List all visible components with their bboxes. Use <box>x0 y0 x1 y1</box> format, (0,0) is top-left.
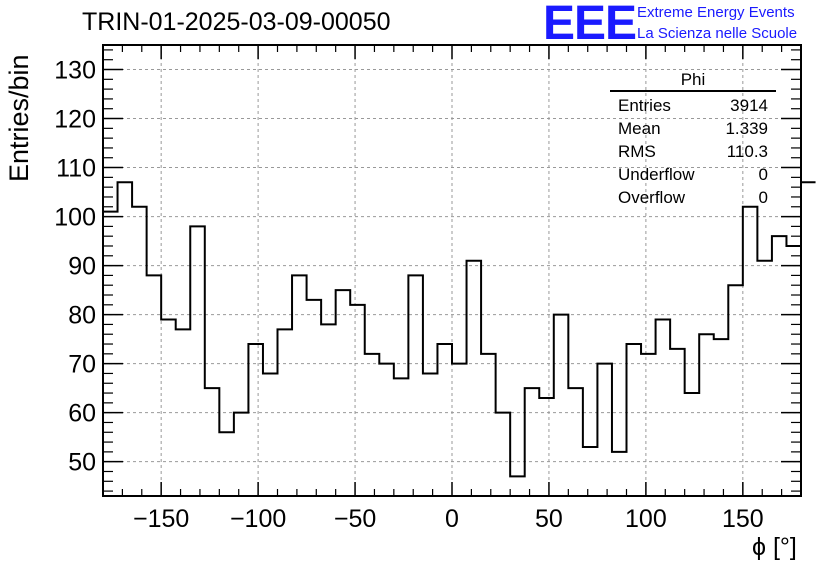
y-tick-label: 110 <box>56 155 96 183</box>
histogram-bin <box>452 364 467 496</box>
histogram-bin <box>510 476 525 496</box>
histogram-bin <box>801 182 816 496</box>
x-tick-label: 50 <box>535 505 563 533</box>
histogram-bin <box>597 364 612 496</box>
histogram-bin <box>408 275 423 496</box>
stats-label: Mean <box>618 119 661 138</box>
histogram-outline <box>103 181 816 478</box>
histogram-bin <box>292 275 307 496</box>
histogram-bin <box>467 261 482 496</box>
histogram-bin <box>423 373 438 496</box>
histogram-bin <box>307 300 322 496</box>
histogram-bin <box>757 261 772 496</box>
x-tick-label: −150 <box>133 505 189 533</box>
x-tick-label: 0 <box>445 505 459 533</box>
x-tick-label: 150 <box>722 505 764 533</box>
x-tick-label: 100 <box>625 505 667 533</box>
histogram-bin <box>147 275 162 496</box>
x-tick-label: −100 <box>230 505 286 533</box>
stats-value: 0 <box>758 188 768 207</box>
x-axis-label: ϕ [°] <box>752 533 797 561</box>
eee-logo: EEE <box>543 0 637 50</box>
histogram-bin <box>161 320 176 496</box>
stats-row: Mean 1.339 <box>610 117 776 140</box>
stats-row: Entries 3914 <box>610 94 776 117</box>
histogram-bin <box>336 290 351 496</box>
logo-line-2: La Scienza nelle Scuole <box>637 25 798 42</box>
x-tick-label: −50 <box>334 505 376 533</box>
histogram-bin <box>496 413 511 496</box>
histogram-bin <box>394 378 409 496</box>
histogram-bin <box>481 354 496 496</box>
histogram-bin <box>772 236 787 496</box>
stats-value: 3914 <box>730 96 768 115</box>
histogram-bin <box>612 452 627 496</box>
y-tick-label: 90 <box>68 253 96 281</box>
histogram-bin <box>190 226 205 496</box>
stats-row: Overflow 0 <box>610 186 776 209</box>
chart-title: TRIN-01-2025-03-09-00050 <box>82 8 391 36</box>
histogram-bin <box>278 329 293 496</box>
logo-line-1: Extreme Energy Events <box>637 4 795 21</box>
stats-value: 0 <box>758 165 768 184</box>
stats-label: Entries <box>618 96 671 115</box>
y-tick-label: 60 <box>68 400 96 428</box>
histogram-bin <box>670 349 685 496</box>
stats-value: 110.3 <box>726 142 768 161</box>
histogram-bin <box>379 364 394 496</box>
y-tick-label: 50 <box>68 449 96 477</box>
histogram-bin <box>525 388 540 496</box>
stats-rows: Entries 3914 Mean 1.339 RMS 110.3 Underflow 0 Ov… <box>610 94 776 209</box>
y-tick-label: 120 <box>54 106 96 134</box>
stats-row: Underflow 0 <box>610 163 776 186</box>
histogram-bin <box>234 413 249 496</box>
histogram-bin <box>248 344 263 496</box>
histogram-bin <box>641 354 656 496</box>
stats-box: Phi Entries 3914 Mean 1.339 RMS 110.3 Underflo… <box>610 70 776 209</box>
histogram-bins <box>103 182 816 496</box>
stats-divider <box>610 90 776 92</box>
histogram-bin <box>539 398 554 496</box>
histogram-bin <box>263 373 278 496</box>
histogram-bin <box>365 354 380 496</box>
histogram-bin <box>118 182 133 496</box>
histogram-bin <box>743 207 758 496</box>
histogram-bin <box>583 447 598 496</box>
histogram-bin <box>132 207 147 496</box>
histogram-bin <box>350 305 365 496</box>
histogram-bin <box>699 334 714 496</box>
y-tick-label: 130 <box>54 57 96 85</box>
histogram-bin <box>219 432 234 496</box>
stats-label: RMS <box>618 142 656 161</box>
axis-ticks <box>102 45 802 496</box>
axis-tick-labels: −150 −100 −50 0 50 100 150 50 60 70 80 90 100 110 120 1… <box>54 57 763 533</box>
stats-title: Phi <box>680 70 706 89</box>
histogram-bin <box>321 324 336 496</box>
histogram-bin <box>568 388 583 496</box>
histogram-bin <box>714 339 729 496</box>
histogram-bin <box>437 344 452 496</box>
stats-value: 1.339 <box>725 119 768 138</box>
histogram-bin <box>554 315 569 496</box>
histogram-bin <box>728 285 743 496</box>
y-axis-label: Entries/bin <box>4 54 34 182</box>
histogram-bin <box>627 344 642 496</box>
y-tick-label: 100 <box>54 204 96 232</box>
histogram-bin <box>685 393 700 496</box>
histogram-bin <box>786 246 801 496</box>
histogram-bin <box>176 329 191 496</box>
stats-label: Overflow <box>618 188 686 207</box>
histogram-bin <box>656 320 671 496</box>
stats-row: RMS 110.3 <box>610 140 776 163</box>
histogram-bin <box>205 388 220 496</box>
y-tick-label: 70 <box>68 351 96 379</box>
stats-label: Underflow <box>618 165 695 184</box>
y-tick-label: 80 <box>68 302 96 330</box>
